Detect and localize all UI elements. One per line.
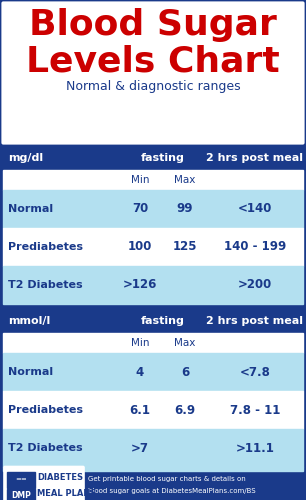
Text: Prediabetes: Prediabetes [8, 242, 83, 252]
Text: 99: 99 [177, 202, 193, 215]
Bar [3, 146, 303, 170]
Text: 4: 4 [136, 366, 144, 378]
Text: fasting: fasting [140, 316, 185, 326]
Text: 70: 70 [132, 202, 148, 215]
Text: <7.8: <7.8 [240, 366, 271, 378]
Text: ==: == [15, 476, 27, 482]
Text: 100: 100 [128, 240, 152, 254]
Text: 125: 125 [173, 240, 197, 254]
Bar [3, 170, 303, 190]
Bar [3, 391, 303, 429]
Text: MEAL PLANS: MEAL PLANS [37, 489, 96, 498]
Text: 2 hrs post meal: 2 hrs post meal [207, 153, 304, 163]
Text: DMP: DMP [11, 490, 31, 500]
Text: Min: Min [131, 338, 149, 348]
Text: Normal & diagnostic ranges: Normal & diagnostic ranges [66, 80, 240, 93]
Bar [7, 488, 35, 500]
Bar [3, 429, 303, 467]
Text: blood sugar goals at DiabetesMealPlans.com/BS: blood sugar goals at DiabetesMealPlans.c… [88, 488, 256, 494]
Text: Max: Max [174, 175, 196, 185]
Bar [7, 472, 35, 488]
Text: Levels Chart: Levels Chart [26, 44, 280, 78]
Text: mg/dl: mg/dl [8, 153, 43, 163]
Bar [3, 190, 303, 228]
Text: T2 Diabetes: T2 Diabetes [8, 443, 83, 453]
Text: Max: Max [174, 338, 196, 348]
Text: >200: >200 [238, 278, 272, 291]
Text: fasting: fasting [140, 153, 185, 163]
Text: Prediabetes: Prediabetes [8, 405, 83, 415]
Bar [3, 228, 303, 266]
Bar [3, 353, 303, 391]
Text: T2 Diabetes: T2 Diabetes [8, 280, 83, 290]
Text: DIABETES: DIABETES [37, 473, 83, 482]
Text: >126: >126 [123, 278, 157, 291]
Text: <140: <140 [238, 202, 272, 215]
Text: 140 - 199: 140 - 199 [224, 240, 286, 254]
Text: 6.9: 6.9 [174, 404, 196, 416]
Bar [3, 333, 303, 353]
Text: mmol/l: mmol/l [8, 316, 50, 326]
Text: >11.1: >11.1 [236, 442, 274, 454]
Text: >7: >7 [131, 442, 149, 454]
Text: 2 hrs post meal: 2 hrs post meal [207, 316, 304, 326]
Bar [3, 467, 303, 471]
Text: 6: 6 [181, 366, 189, 378]
Text: Normal: Normal [8, 367, 53, 377]
Text: 7.8 - 11: 7.8 - 11 [230, 404, 280, 416]
Text: Normal: Normal [8, 204, 53, 214]
Text: Get printable blood sugar charts & details on: Get printable blood sugar charts & detai… [88, 476, 246, 482]
FancyBboxPatch shape [4, 466, 84, 500]
Bar [3, 309, 303, 333]
Text: 6.1: 6.1 [129, 404, 151, 416]
FancyBboxPatch shape [0, 0, 306, 146]
Text: Blood Sugar: Blood Sugar [29, 8, 277, 42]
Text: Min: Min [131, 175, 149, 185]
Bar [3, 266, 303, 304]
